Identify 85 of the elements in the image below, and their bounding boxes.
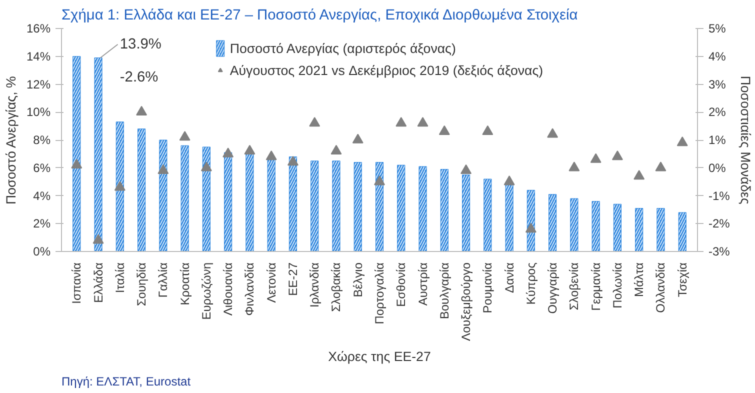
point xyxy=(396,117,407,127)
point xyxy=(352,134,364,144)
x-tick-label: Τσεχία xyxy=(675,262,690,298)
y-tick-label: 10% xyxy=(26,105,51,120)
x-tick-label: Γερμανία xyxy=(588,262,603,311)
x-tick-label: Πορτογαλία xyxy=(372,262,386,324)
point xyxy=(266,150,277,160)
x-tick-label: Ιρλανδία xyxy=(308,262,322,308)
text: Πηγή: ΕΛΣΤΑΤ, Eurostat xyxy=(62,374,192,388)
point xyxy=(309,117,320,127)
y-tick-label: 2% xyxy=(33,216,51,231)
x-tick-label: Ολλανδία xyxy=(654,262,668,313)
y-tick-label: 14% xyxy=(26,49,51,64)
point xyxy=(287,156,298,166)
point xyxy=(504,176,515,186)
point xyxy=(114,181,126,191)
y-tick-label: 16% xyxy=(26,22,51,36)
x-tick-label: Ουγγαρία xyxy=(546,262,560,314)
x-tick-label: Κροατία xyxy=(178,262,192,306)
point xyxy=(568,162,580,172)
legend-label: Αύγουστος 2021 vs Δεκέμβριος 2019 (δεξιός άξονας) xyxy=(230,62,544,78)
x-tick-label: Σλοβακία xyxy=(329,262,344,312)
y-axis-title: Ποσοστό Ανεργίας, % xyxy=(3,76,18,205)
point xyxy=(158,164,169,174)
y-tick-label: 12% xyxy=(26,77,51,92)
x-tick-label: Βουλγαρία xyxy=(437,262,452,320)
point xyxy=(374,176,385,186)
x-tick-label: Ρουμανία xyxy=(480,262,495,314)
y2-tick-label: 2% xyxy=(708,105,726,120)
point xyxy=(612,150,623,160)
y-tick-label: 4% xyxy=(33,188,51,203)
y-tick-label: 0% xyxy=(33,244,51,258)
point xyxy=(330,144,342,155)
point xyxy=(417,117,428,127)
x-tick-label: Ελλάδα xyxy=(91,262,106,303)
x-tick-label: Σουηδία xyxy=(134,262,149,306)
y-tick-label: 6% xyxy=(33,160,51,175)
x-tick-label: Εσθονία xyxy=(394,262,408,307)
y2-tick-label: -2% xyxy=(708,216,730,231)
point xyxy=(655,162,666,172)
point xyxy=(200,162,212,172)
y2-tick-label: -3% xyxy=(708,244,730,258)
point xyxy=(244,144,256,155)
point xyxy=(482,125,494,136)
y2-tick-label: -1% xyxy=(708,188,730,203)
legend-label: Ποσοστό Ανεργίας (αριστερός άξονας) xyxy=(230,40,456,56)
y2-tick-label: 1% xyxy=(708,133,726,147)
x-tick-label: Σλοβενία xyxy=(567,262,582,310)
annotation: -2.6% xyxy=(120,70,158,86)
x-tick-label: Δανία xyxy=(502,262,516,294)
point xyxy=(460,164,472,174)
x-tick-label: Αυστρία xyxy=(416,262,430,306)
x-tick-label: Κύπρος xyxy=(524,262,538,305)
x-tick-label: Λετονία xyxy=(264,262,278,303)
point xyxy=(179,130,190,141)
annotation: 13.9% xyxy=(120,36,162,52)
y2-axis-title: Ποσοστιαίες Μονάδες xyxy=(738,76,753,205)
point xyxy=(547,128,558,138)
x-tick-label: Φινλανδία xyxy=(242,262,257,316)
y2-tick-label: 3% xyxy=(708,77,726,92)
x-tick-label: Μάλτα xyxy=(632,262,646,297)
point xyxy=(676,136,688,146)
y-tick-label: 8% xyxy=(33,133,51,147)
x-axis-title: Χώρες της ΕΕ-27 xyxy=(328,349,431,364)
x-tick-label: Ευρωζώνη xyxy=(199,262,214,320)
x-tick-label: Λιθουανία xyxy=(221,262,236,316)
point xyxy=(438,125,450,136)
point xyxy=(136,106,148,116)
point xyxy=(92,234,104,244)
point xyxy=(590,153,602,163)
x-tick-label: ΕΕ-27 xyxy=(286,262,300,296)
x-tick-label: Βέλγιο xyxy=(350,262,365,298)
point xyxy=(634,170,645,180)
x-tick-label: Πολωνία xyxy=(610,262,624,308)
x-tick-label: Ισπανία xyxy=(70,262,84,304)
chart-title: Σχήμα 1: Ελλάδα και ΕΕ-27 – Ποσοστό Ανεργίας, Εποχικά Διορθωμένα Στοιχεία xyxy=(62,8,578,24)
y2-tick-label: 4% xyxy=(708,49,726,64)
x-tick-label: Γαλλία xyxy=(156,262,170,298)
x-tick-label: Ιταλία xyxy=(112,262,127,293)
y2-tick-label: 0% xyxy=(708,160,726,175)
point xyxy=(71,158,82,168)
point xyxy=(222,148,234,158)
y2-tick-label: 5% xyxy=(708,22,726,36)
x-tick-label: Λουξεμβούργο xyxy=(459,262,474,342)
point xyxy=(525,222,536,233)
